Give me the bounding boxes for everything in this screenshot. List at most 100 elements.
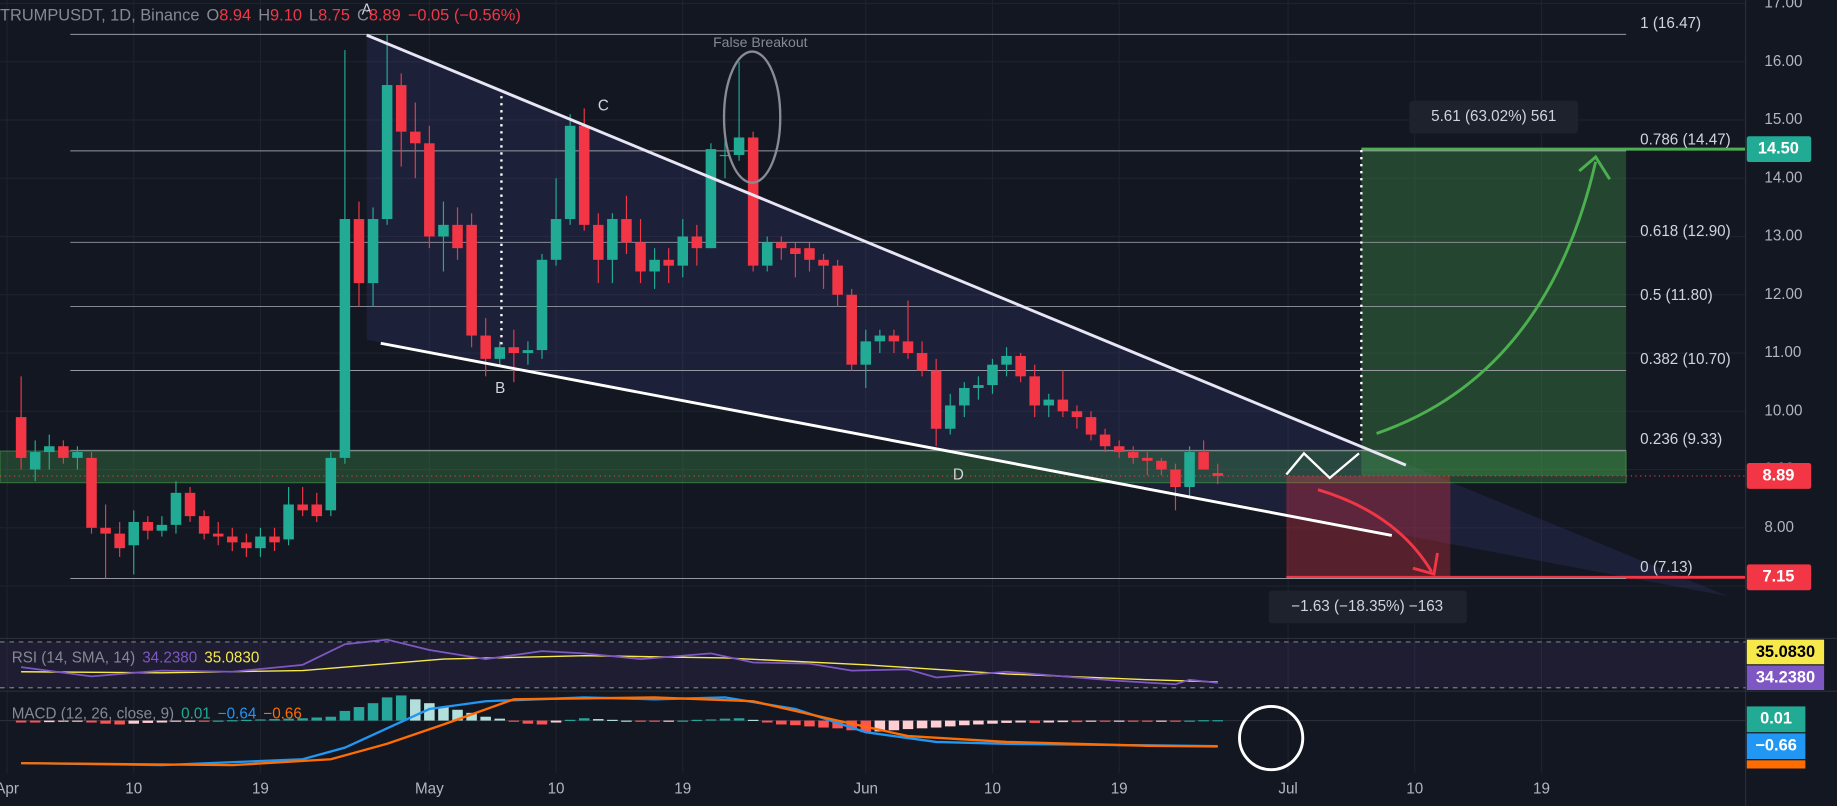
price-badge: [1746, 136, 1812, 163]
candle-body: [1043, 399, 1055, 406]
open: 8.94: [219, 7, 251, 25]
candle-body: [227, 536, 238, 543]
x-tick-label: Apr: [0, 781, 19, 798]
y-tick-label: 16.00: [1764, 53, 1802, 70]
wedge-lower: [380, 341, 1393, 537]
candle-body: [930, 370, 942, 429]
y-tick-label: 15.00: [1764, 111, 1802, 128]
y-tick-label: 17.00: [1764, 0, 1802, 12]
macd-histogram-bar: [663, 720, 674, 722]
candle-body: [550, 219, 562, 260]
macd-hist-value: 0.01: [181, 706, 211, 723]
macd-histogram-bar: [212, 720, 224, 722]
rsi-sma-badge: [1746, 639, 1825, 665]
highlight-circle: [1238, 704, 1305, 772]
macd-header: MACD (12, 26, close, 9) 0.01 −0.64 −0.66: [12, 706, 302, 723]
macd-histogram-bar: [804, 720, 815, 727]
candle-body: [1099, 434, 1111, 447]
rsi-pane: [0, 638, 1746, 689]
macd-histogram-bar: [480, 716, 491, 721]
green-arrow: [1376, 161, 1598, 435]
label-a: A: [362, 2, 373, 19]
rsi-title: RSI (14, SMA, 14): [12, 649, 135, 666]
candle-body: [818, 259, 829, 266]
macd-badge: [1746, 733, 1806, 760]
macd-line: [21, 696, 1218, 767]
candle-body: [72, 452, 83, 458]
macd-histogram-bar: [241, 719, 252, 721]
candle-body: [860, 341, 872, 365]
macd-histogram-bar: [1170, 720, 1181, 722]
low: 8.75: [318, 7, 350, 25]
candle-body: [353, 219, 365, 284]
macd-histogram-bar: [705, 719, 717, 721]
candle-body: [804, 248, 815, 260]
macd-histogram-bar: [987, 720, 998, 724]
candle-body: [381, 85, 393, 220]
fib-label: 0.618 (12.90): [1640, 223, 1731, 240]
label-c: C: [598, 98, 609, 115]
candle-body: [846, 294, 857, 365]
candle-body: [86, 457, 97, 528]
macd-hist-badge-label: 0.01: [1760, 710, 1792, 728]
header: TRUMPUSDT, 1D, Binance O8.94 H9.10 L8.75 C8.…: [0, 7, 521, 25]
candle-body: [297, 504, 308, 511]
y-tick-label: 13.00: [1764, 228, 1802, 245]
candle-body: [536, 259, 548, 351]
macd-histogram-bar: [677, 720, 689, 722]
macd-histogram-bar: [607, 719, 618, 721]
candle-body: [1113, 446, 1125, 453]
candle-body: [438, 224, 449, 237]
macd-histogram-bar: [1029, 720, 1040, 723]
macd-histogram-bar: [522, 720, 534, 724]
candle-body: [395, 85, 407, 132]
fib-label: 0.786 (14.47): [1640, 131, 1731, 148]
red-arrowhead: [1412, 552, 1439, 576]
macd-histogram-bar: [86, 720, 97, 723]
macd-histogram-bar: [874, 720, 886, 732]
h-label: H: [258, 7, 270, 25]
macd-histogram-bar: [1057, 720, 1069, 723]
macd-histogram-bar: [452, 709, 463, 721]
macd-hist-badge: [1746, 706, 1806, 733]
price-badge: [1746, 564, 1812, 591]
fib-levels: 1 (16.47) 0.786 (14.47) 0.618 (12.90) 0.5 (…: [70, 15, 1731, 579]
candle-body: [128, 521, 140, 546]
candle-body: [663, 259, 674, 266]
candle-body: [325, 457, 337, 511]
candle-body: [1057, 399, 1069, 412]
macd-histogram-bar: [649, 720, 660, 722]
macd-histogram-bar: [142, 720, 154, 723]
x-tick-label: 10: [548, 781, 565, 798]
macd-histogram-bar: [1099, 720, 1111, 722]
macd-histogram-bar: [395, 695, 407, 721]
macd-histogram-bar: [1198, 720, 1209, 722]
candle-body: [973, 385, 984, 388]
candle-body: [29, 452, 41, 470]
candle-body: [269, 536, 280, 543]
macd-histogram-bar: [776, 720, 787, 725]
rsi-badge: [1746, 665, 1825, 691]
macd-histogram-bar: [283, 718, 294, 721]
macd-histogram-bar: [1071, 720, 1083, 723]
candle-body: [1071, 411, 1083, 418]
fib-label: 0.236 (9.33): [1640, 431, 1722, 448]
macd-histogram-bar: [114, 720, 125, 725]
x-tick-label: 10: [1406, 781, 1423, 798]
x-tick-label: 19: [252, 781, 269, 798]
stop-box: [1268, 590, 1467, 624]
breakout-ellipse: [722, 50, 782, 184]
candle-body: [747, 137, 759, 266]
candle-body: [100, 527, 111, 534]
candle-body: [691, 236, 703, 249]
close: 8.89: [369, 7, 401, 25]
candle-body: [635, 242, 646, 272]
macd-histogram-bar: [381, 697, 393, 721]
candle-body: [1184, 452, 1195, 488]
macd-histogram-bar: [269, 719, 280, 721]
candle-body: [1029, 376, 1040, 406]
wedge-upper: [366, 33, 1407, 467]
macd-histogram-bar: [761, 720, 773, 723]
candle-body: [1142, 457, 1153, 461]
